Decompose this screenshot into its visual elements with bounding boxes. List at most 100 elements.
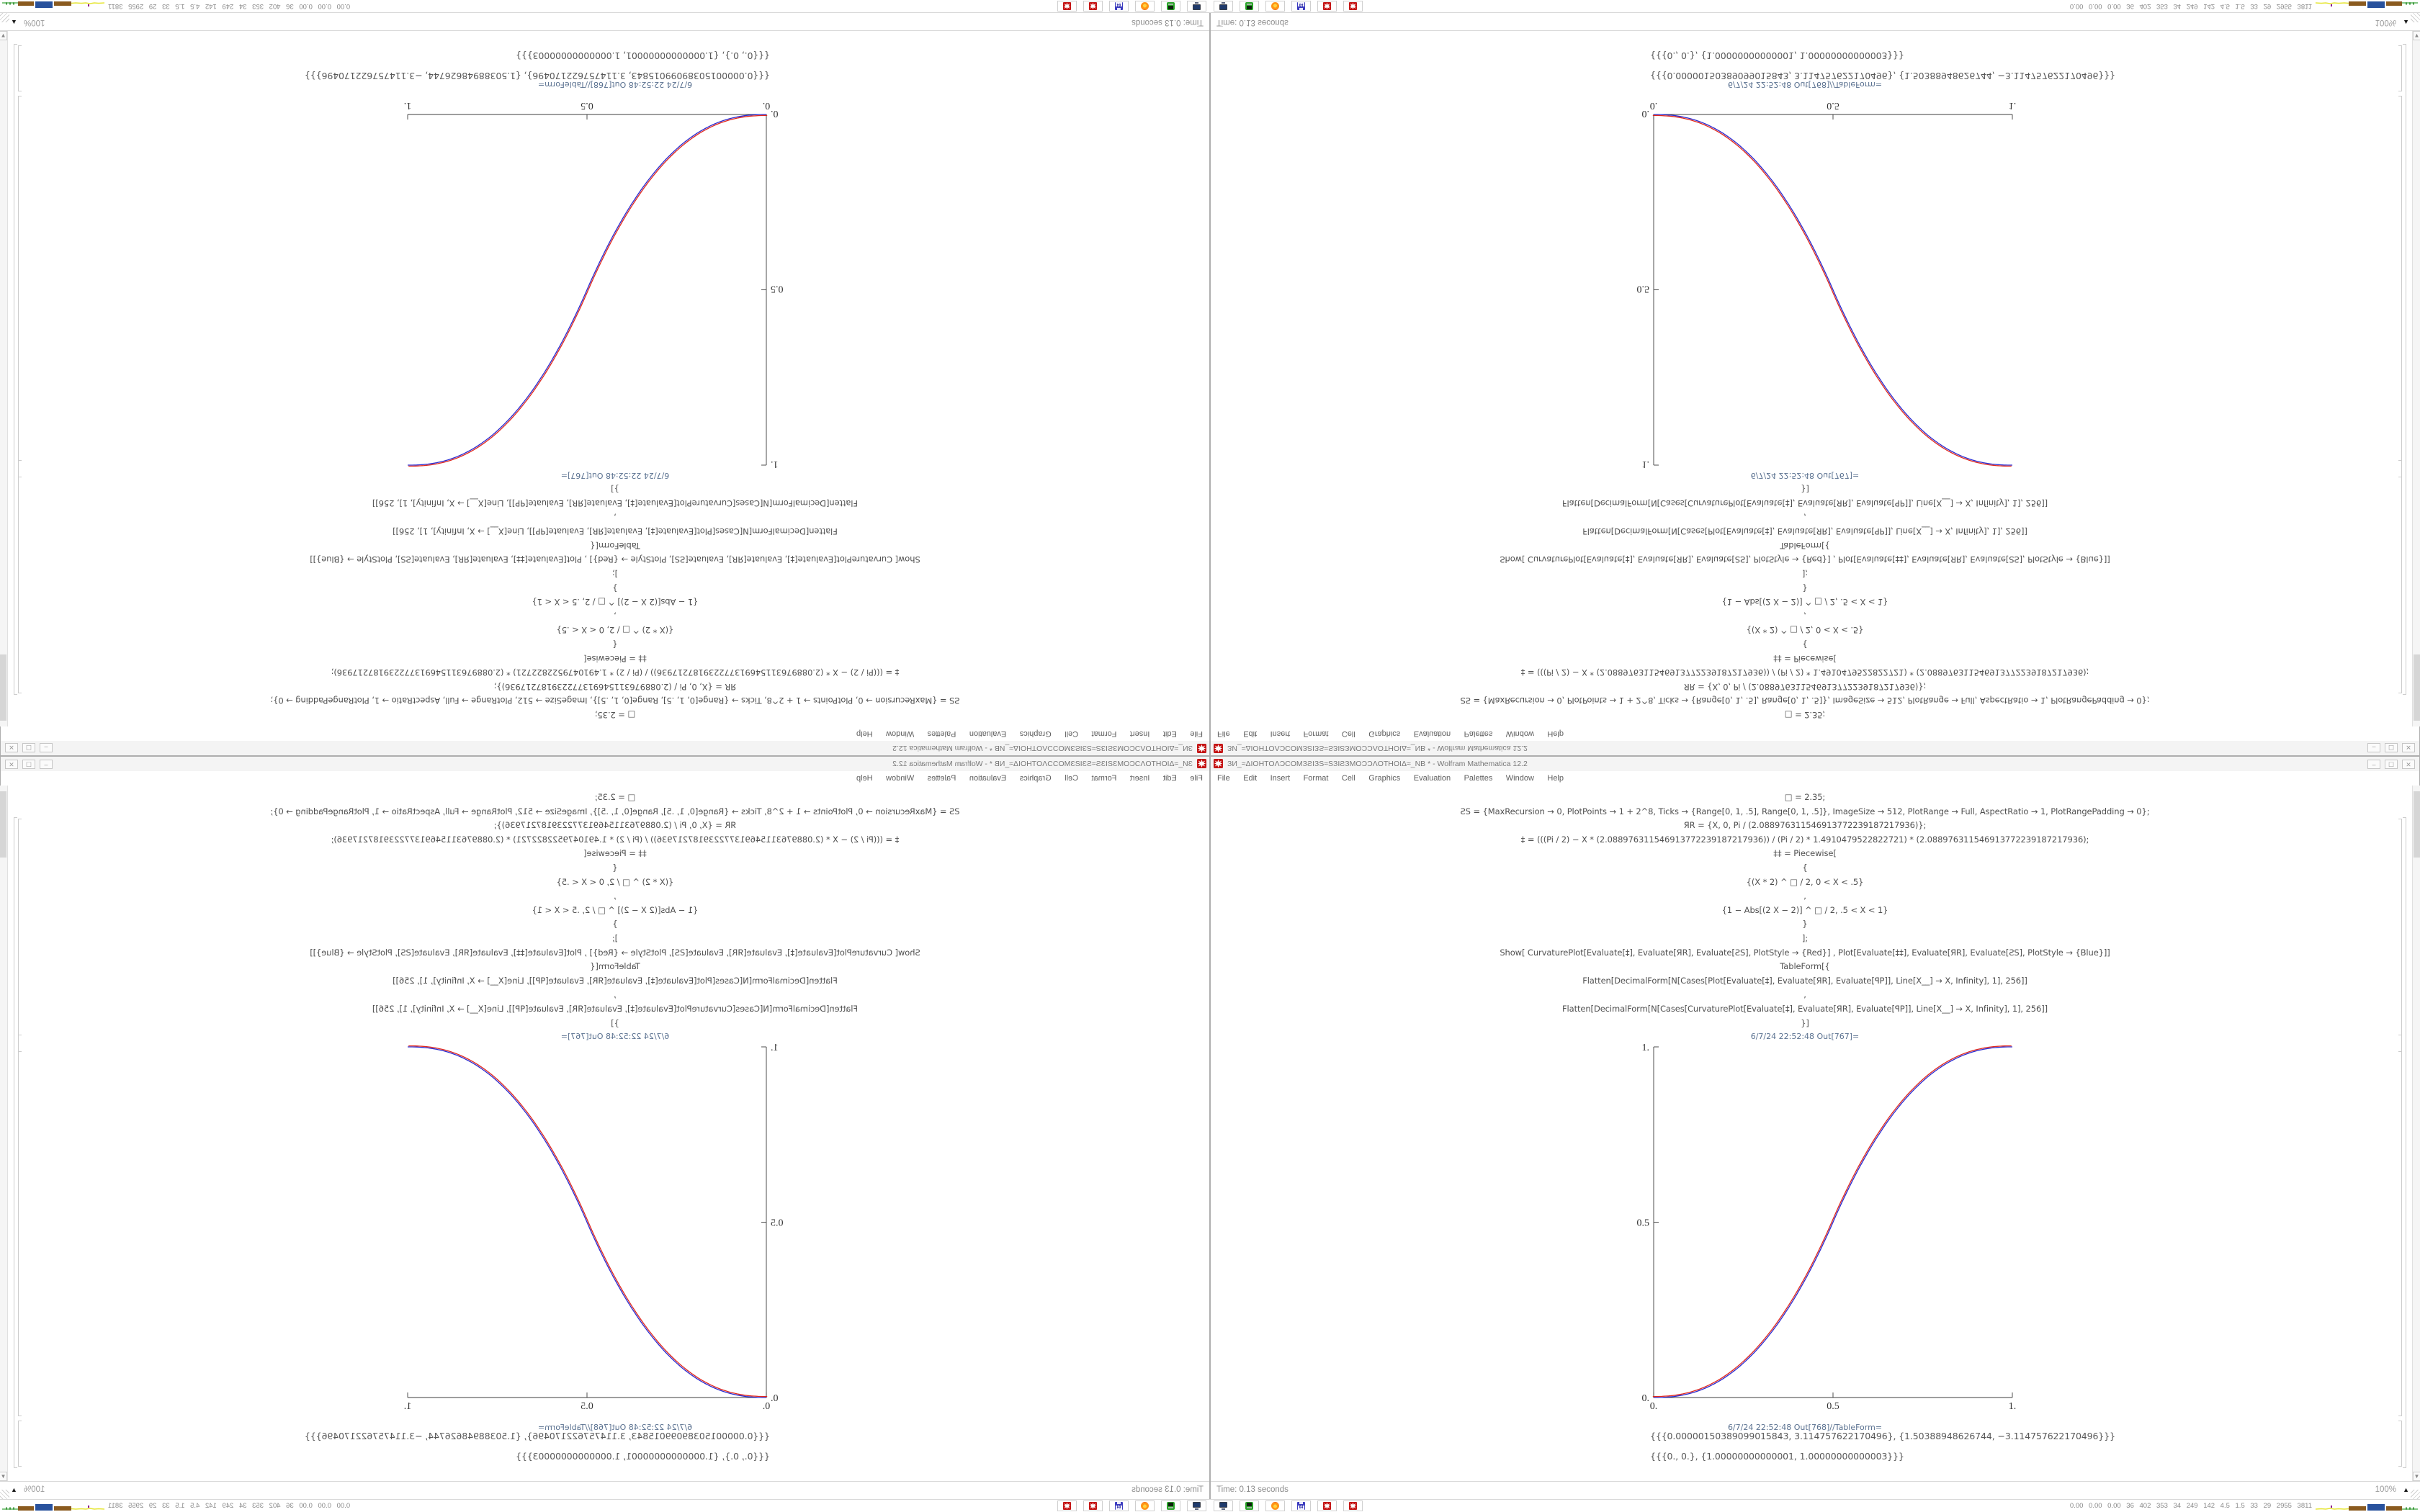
- menu-palettes[interactable]: Palettes: [927, 729, 956, 738]
- cell-bracket-table-output[interactable]: [18, 45, 22, 91]
- cell-bracket-group[interactable]: [14, 817, 17, 1468]
- notebook-content[interactable]: □ = 2.35; ƧS = {MaxRecursion → 0, PlotPo…: [1211, 31, 2420, 726]
- menu-cell[interactable]: Cell: [1065, 774, 1079, 783]
- minimize-button[interactable]: –: [2367, 743, 2380, 752]
- cell-bracket-input[interactable]: [18, 460, 22, 693]
- magnification-dropdown-icon[interactable]: ▲: [2403, 19, 2409, 26]
- cell-bracket-plot-output[interactable]: [2398, 96, 2402, 477]
- input-cell[interactable]: □ = 2.35; ƧS = {MaxRecursion → 0, PlotPo…: [1211, 482, 2399, 721]
- scroll-down-button[interactable]: ▼: [0, 1472, 7, 1481]
- notebook-content[interactable]: □ = 2.35; ƧS = {MaxRecursion → 0, PlotPo…: [0, 786, 1209, 1481]
- resize-grip-icon[interactable]: [0, 12, 9, 22]
- menu-window[interactable]: Window: [1505, 729, 1534, 738]
- taskbar-button-vice-c64[interactable]: 64: [1291, 1, 1311, 12]
- menu-graphics[interactable]: Graphics: [1368, 729, 1401, 738]
- vertical-scrollbar[interactable]: ▼: [0, 786, 8, 1481]
- menu-palettes[interactable]: Palettes: [1464, 774, 1493, 783]
- taskbar-button-firefox[interactable]: [1135, 1, 1155, 12]
- menu-help[interactable]: Help: [856, 774, 873, 783]
- menu-format[interactable]: Format: [1091, 774, 1117, 783]
- menu-file[interactable]: File: [1190, 774, 1203, 783]
- taskbar-button-mathematica-1[interactable]: [1083, 1500, 1103, 1511]
- input-cell[interactable]: □ = 2.35; ƧS = {MaxRecursion → 0, PlotPo…: [21, 482, 1209, 721]
- titlebar[interactable]: ЗИ_≈ΔIOHTOΛƆCOMЗƧIЗS≈SЗIƧЗMOƆƆΛOTHOIΔ≈_N…: [1, 740, 1209, 755]
- close-button[interactable]: ✕: [5, 760, 18, 769]
- taskbar-button-system-monitor[interactable]: [1214, 1500, 1233, 1511]
- vertical-scrollbar[interactable]: ▼: [2412, 31, 2420, 726]
- taskbar-button-system-monitor[interactable]: [1187, 1500, 1206, 1511]
- cell-bracket-group[interactable]: [14, 44, 17, 695]
- menu-format[interactable]: Format: [1091, 729, 1117, 738]
- cell-bracket-plot-output[interactable]: [18, 1035, 22, 1416]
- cell-bracket-plot-output[interactable]: [2398, 1035, 2402, 1416]
- scroll-down-button[interactable]: ▼: [2413, 31, 2420, 40]
- cell-bracket-input[interactable]: [2398, 460, 2402, 693]
- scroll-down-button[interactable]: ▼: [0, 31, 7, 40]
- menu-evaluation[interactable]: Evaluation: [969, 774, 1007, 783]
- menu-insert[interactable]: Insert: [1270, 729, 1291, 738]
- notebook-content[interactable]: □ = 2.35; ƧS = {MaxRecursion → 0, PlotPo…: [1211, 786, 2420, 1481]
- taskbar-button-mathematica-2[interactable]: [1343, 1, 1363, 12]
- resize-grip-icon[interactable]: [2411, 1490, 2420, 1500]
- menu-window[interactable]: Window: [886, 774, 915, 783]
- scrollbar-thumb[interactable]: [0, 654, 6, 721]
- minimize-button[interactable]: –: [40, 743, 53, 752]
- taskbar-button-package-manager[interactable]: [1161, 1500, 1180, 1511]
- taskbar-button-package-manager[interactable]: [1240, 1500, 1259, 1511]
- menu-insert[interactable]: Insert: [1129, 729, 1150, 738]
- menu-evaluation[interactable]: Evaluation: [1413, 774, 1451, 783]
- taskbar-button-mathematica-1[interactable]: [1317, 1500, 1337, 1511]
- close-button[interactable]: ✕: [2402, 760, 2415, 769]
- cell-bracket-input[interactable]: [18, 819, 22, 1052]
- taskbar-button-system-monitor[interactable]: [1214, 1, 1233, 12]
- menu-insert[interactable]: Insert: [1270, 774, 1291, 783]
- menu-evaluation[interactable]: Evaluation: [1413, 729, 1451, 738]
- menu-evaluation[interactable]: Evaluation: [969, 729, 1007, 738]
- magnification-dropdown-icon[interactable]: ▲: [2403, 1486, 2409, 1493]
- minimize-button[interactable]: –: [2367, 760, 2380, 769]
- menu-edit[interactable]: Edit: [1243, 729, 1258, 738]
- menu-edit[interactable]: Edit: [1162, 729, 1177, 738]
- cell-bracket-input[interactable]: [2398, 819, 2402, 1052]
- resize-grip-icon[interactable]: [2411, 12, 2420, 22]
- menu-palettes[interactable]: Palettes: [1464, 729, 1493, 738]
- taskbar-button-package-manager[interactable]: [1161, 1, 1180, 12]
- menu-edit[interactable]: Edit: [1243, 774, 1258, 783]
- scroll-down-button[interactable]: ▼: [2413, 1472, 2420, 1481]
- taskbar-button-firefox[interactable]: [1135, 1500, 1155, 1511]
- input-cell[interactable]: □ = 2.35; ƧS = {MaxRecursion → 0, PlotPo…: [1211, 791, 2399, 1030]
- titlebar[interactable]: ЗИ_≈ΔIOHTOΛƆCOMЗƧIЗS≈SЗIƧЗMOƆƆΛOTHOIΔ≈_N…: [1211, 740, 2419, 755]
- scrollbar-thumb[interactable]: [0, 791, 6, 858]
- scrollbar-thumb[interactable]: [2414, 654, 2420, 721]
- taskbar-button-mathematica-1[interactable]: [1317, 1, 1337, 12]
- cell-bracket-group[interactable]: [2403, 817, 2406, 1468]
- maximize-button[interactable]: ☐: [2385, 760, 2398, 769]
- taskbar-button-firefox[interactable]: [1265, 1, 1285, 12]
- maximize-button[interactable]: ☐: [22, 743, 35, 752]
- menu-help[interactable]: Help: [1547, 729, 1564, 738]
- titlebar[interactable]: ЗИ_≈ΔIOHTOΛƆCOMЗƧIЗS≈SЗIƧЗMOƆƆΛOTHOIΔ≈_N…: [1, 757, 1209, 772]
- notebook-content[interactable]: □ = 2.35; ƧS = {MaxRecursion → 0, PlotPo…: [0, 31, 1209, 726]
- menu-graphics[interactable]: Graphics: [1019, 729, 1052, 738]
- menu-graphics[interactable]: Graphics: [1019, 774, 1052, 783]
- magnification-indicator[interactable]: 100%: [24, 1485, 45, 1494]
- menu-window[interactable]: Window: [1505, 774, 1534, 783]
- titlebar[interactable]: ЗИ_≈ΔIOHTOΛƆCOMЗƧIЗS≈SЗIƧЗMOƆƆΛOTHOIΔ≈_N…: [1211, 757, 2419, 772]
- taskbar-button-firefox[interactable]: [1265, 1500, 1285, 1511]
- menu-cell[interactable]: Cell: [1341, 774, 1355, 783]
- taskbar-button-vice-c64[interactable]: 64: [1109, 1, 1129, 12]
- menu-insert[interactable]: Insert: [1129, 774, 1150, 783]
- input-cell[interactable]: □ = 2.35; ƧS = {MaxRecursion → 0, PlotPo…: [21, 791, 1209, 1030]
- menu-palettes[interactable]: Palettes: [927, 774, 956, 783]
- magnification-dropdown-icon[interactable]: ▲: [11, 19, 17, 26]
- vertical-scrollbar[interactable]: ▼: [2412, 786, 2420, 1481]
- close-button[interactable]: ✕: [5, 743, 18, 752]
- cell-bracket-table-output[interactable]: [18, 1421, 22, 1467]
- menu-graphics[interactable]: Graphics: [1368, 774, 1401, 783]
- cell-bracket-group[interactable]: [2403, 44, 2406, 695]
- maximize-button[interactable]: ☐: [22, 760, 35, 769]
- magnification-dropdown-icon[interactable]: ▲: [11, 1486, 17, 1493]
- taskbar-button-mathematica-2[interactable]: [1057, 1, 1077, 12]
- taskbar-button-package-manager[interactable]: [1240, 1, 1259, 12]
- magnification-indicator[interactable]: 100%: [24, 18, 45, 27]
